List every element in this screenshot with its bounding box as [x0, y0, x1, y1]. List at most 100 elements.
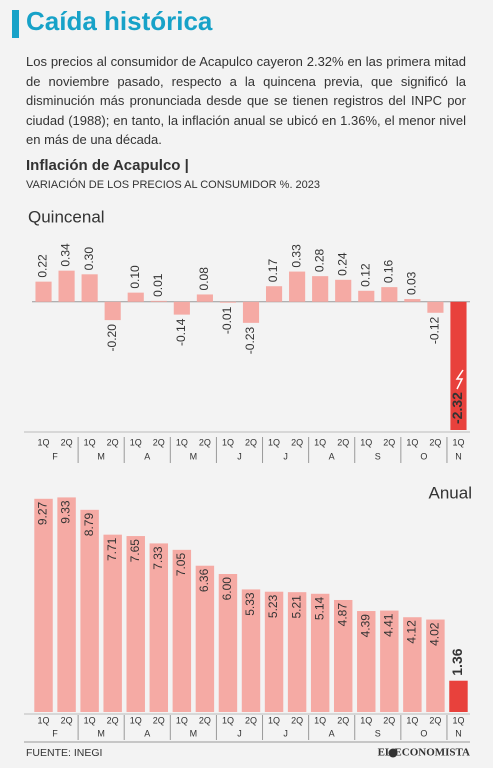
value-label: 6.00 [220, 577, 234, 601]
section-title: Inflación de Acapulco | [26, 157, 189, 174]
x-tick-label: 2Q [153, 437, 165, 447]
x-tick-label: 1Q [406, 715, 418, 725]
chart-title: Anual [429, 483, 472, 502]
bar [34, 498, 53, 712]
x-tick-label: 2Q [383, 715, 395, 725]
x-tick-label: 1Q [222, 715, 234, 725]
bar [242, 301, 260, 323]
bar [287, 592, 307, 712]
bar [149, 543, 169, 712]
bar [58, 270, 75, 302]
bar [449, 680, 468, 712]
value-label: 1.36 [449, 648, 465, 675]
bar [450, 301, 467, 430]
x-tick-label: 1Q [452, 437, 464, 447]
value-label: 0.33 [289, 244, 303, 268]
x-tick-label: 2Q [291, 715, 303, 725]
bar [312, 276, 329, 302]
subtitle: VARIACIÓN DE LOS PRECIOS AL CONSUMIDOR %… [26, 178, 320, 191]
value-label: 7.65 [128, 539, 142, 563]
bar [404, 299, 421, 302]
value-label: 0.28 [312, 248, 326, 272]
bar [104, 301, 121, 321]
bar [357, 611, 376, 712]
x-tick-label: 2Q [337, 715, 349, 725]
x-tick-label: 1Q [130, 715, 142, 725]
x-tick-label: 1Q [360, 715, 372, 725]
x-tick-label: 2Q [199, 437, 211, 447]
bar [103, 534, 122, 712]
value-label: 4.87 [335, 603, 349, 627]
x-tick-label: 2Q [153, 715, 165, 725]
bar [35, 281, 52, 302]
bar [403, 617, 422, 712]
value-label: 0.24 [335, 252, 349, 276]
x-tick-label: 1Q [176, 715, 188, 725]
x-tick-label: 1Q [84, 437, 96, 447]
break-icon [455, 369, 464, 390]
month-label: M [97, 451, 105, 461]
month-label: S [375, 451, 381, 461]
value-label: 7.05 [174, 553, 188, 577]
value-label: 8.79 [82, 513, 96, 537]
x-tick-label: 1Q [130, 437, 142, 447]
bar [196, 294, 213, 302]
x-tick-label: 1Q [268, 715, 280, 725]
value-label: 0.34 [59, 243, 73, 267]
month-label: N [455, 451, 462, 461]
value-label: -0.12 [428, 316, 442, 344]
bar [150, 300, 167, 302]
month-label: S [375, 728, 381, 738]
bar [126, 536, 145, 712]
x-tick-label: 2Q [107, 437, 119, 447]
value-label: 5.21 [289, 595, 303, 619]
x-tick-label: 1Q [314, 437, 326, 447]
value-label: 6.36 [197, 568, 211, 592]
x-tick-label: 1Q [84, 715, 96, 725]
value-label: -0.23 [243, 327, 257, 355]
value-label: 0.08 [197, 267, 211, 291]
month-label: A [144, 728, 150, 738]
bar [310, 593, 330, 712]
x-tick-label: 1Q [452, 715, 464, 725]
month-label: J [237, 728, 242, 738]
bar [195, 565, 215, 712]
bar [264, 591, 284, 712]
month-label: F [52, 728, 58, 738]
body-text: Los precios al consumidor de Acapulco ca… [26, 54, 466, 147]
bar [80, 509, 99, 712]
value-label: 5.23 [266, 594, 280, 618]
x-tick-label: 2Q [383, 437, 395, 447]
value-label: 4.12 [405, 620, 419, 644]
brand-logo [388, 748, 398, 758]
bar [335, 279, 352, 302]
month-label: N [455, 728, 462, 738]
x-tick-label: 1Q [314, 715, 326, 725]
x-tick-label: 1Q [360, 437, 372, 447]
x-tick-label: 2Q [429, 715, 441, 725]
bar [427, 301, 444, 313]
title-accent [12, 10, 19, 38]
value-label: -0.01 [220, 306, 234, 334]
x-tick-label: 1Q [176, 437, 188, 447]
title: Caída histórica [26, 6, 213, 36]
x-tick-label: 2Q [61, 437, 73, 447]
value-label: 0.22 [36, 254, 50, 278]
month-label: O [420, 728, 427, 738]
bar [358, 290, 375, 302]
value-label: 4.02 [428, 622, 442, 646]
bar [57, 497, 76, 712]
month-label: A [329, 728, 335, 738]
bar [81, 274, 98, 302]
bar [127, 292, 144, 302]
x-tick-label: 1Q [406, 437, 418, 447]
value-label: 4.41 [381, 613, 395, 637]
bar [172, 549, 192, 712]
value-label: 7.33 [151, 546, 165, 570]
brand: EL ECONOMISTA [378, 747, 470, 759]
source: FUENTE: INEGI [26, 747, 102, 759]
value-label: 9.27 [36, 501, 50, 525]
x-tick-label: 2Q [337, 437, 349, 447]
